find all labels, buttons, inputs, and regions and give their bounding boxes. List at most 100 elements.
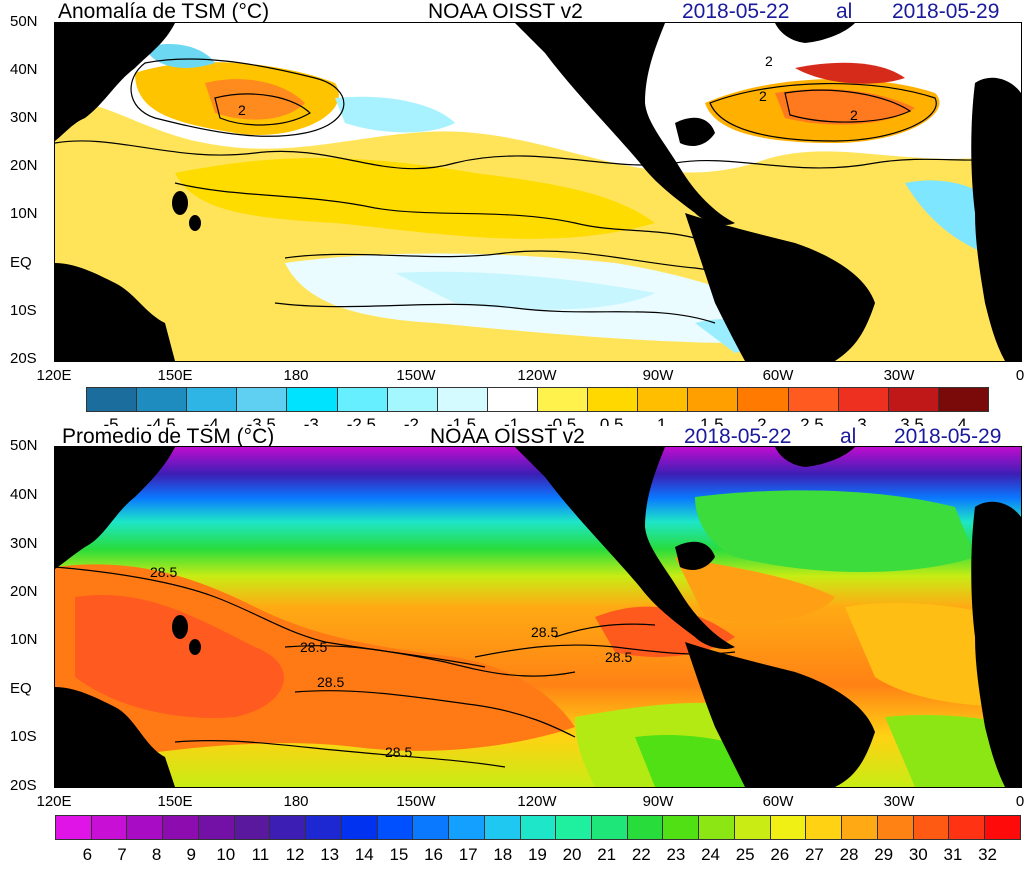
mean-colorbar-label: 32	[978, 845, 998, 864]
mean-lon-label: 60W	[762, 793, 794, 810]
anomaly-colorbar-swatch	[688, 388, 739, 411]
mean-colorbar-swatch	[627, 816, 664, 839]
mean-map: 28.5 28.5 28.5 28.5 28.5 28.5	[54, 446, 1022, 788]
mean-lon-label: 120W	[517, 793, 557, 810]
anomaly-colorbar-label: 1.5	[699, 415, 724, 426]
anomaly-contour-label: 2	[765, 53, 773, 69]
mean-colorbar-label: 22	[631, 845, 651, 864]
anomaly-colorbar-swatch	[287, 388, 338, 411]
mean-colorbar-label: 30	[908, 845, 928, 864]
mean-colorbar-swatch	[484, 816, 521, 839]
mean-colorbar-label: 7	[117, 845, 127, 864]
anomaly-colorbar-swatch	[738, 388, 789, 411]
mean-colorbar-label: 21	[597, 845, 617, 864]
anomaly-contour-label: 2	[850, 107, 858, 123]
anomaly-date-sep: al	[836, 0, 853, 23]
mean-colorbar-label: 25	[735, 845, 755, 864]
mean-dataset: NOAA OISST v2	[430, 425, 585, 448]
anomaly-lon-label: 120W	[517, 367, 557, 384]
mean-colorbar-label: 12	[285, 845, 305, 864]
mean-colorbar-label: 8	[151, 845, 162, 864]
anomaly-colorbar-swatch	[487, 388, 538, 411]
anomaly-lon-label: 150E	[157, 367, 193, 384]
mean-colorbar-swatch	[413, 816, 450, 839]
anomaly-colorbar-label: -4.5	[146, 415, 176, 426]
anomaly-colorbar-swatch	[938, 388, 988, 411]
anomaly-colorbar-label: -5	[103, 415, 119, 426]
mean-lat-label: 30N	[10, 535, 38, 552]
anomaly-colorbar-label: -3.5	[246, 415, 276, 426]
mean-colorbar-label: 11	[251, 845, 270, 864]
mean-colorbar-swatch	[234, 816, 271, 839]
mean-colorbar-swatch	[913, 816, 950, 839]
mean-colorbar-swatch	[449, 816, 485, 839]
anomaly-colorbar-label: -2	[403, 415, 419, 426]
anomaly-lon-label: 120E	[36, 367, 72, 384]
mean-colorbar-swatch	[198, 816, 235, 839]
mean-lon-label: 30W	[883, 793, 915, 810]
anomaly-colorbar-label: 4	[957, 415, 967, 426]
mean-colorbar-label: 20	[562, 845, 582, 864]
anomaly-dataset: NOAA OISST v2	[428, 0, 583, 23]
mean-colorbar-label: 10	[216, 845, 236, 864]
mean-colorbar-swatch	[949, 816, 986, 839]
anomaly-colorbar-labels: -5 -4.5 -4 -3.5 -3 -2.5 -2 -1.5 -1 -0.5 0.5 1 1.5 2 2.…	[86, 414, 987, 426]
mean-colorbar-label: 29	[874, 845, 894, 864]
mean-colorbar-label: 24	[701, 845, 721, 864]
anomaly-colorbar-label: -1	[503, 415, 520, 426]
anomaly-panel: Anomalía de TSM (°C) NOAA OISST v2 2018-…	[10, 0, 1025, 426]
mean-colorbar-swatch	[163, 816, 199, 839]
mean-panel: Promedio de TSM (°C) NOAA OISST v2 2018-…	[0, 425, 1033, 870]
mean-contour-label: 28.5	[531, 624, 558, 640]
anomaly-lon-label: 180	[283, 367, 309, 384]
anomaly-colorbar-swatch	[137, 388, 188, 411]
anomaly-colorbar-swatch	[87, 388, 138, 411]
anomaly-colorbar-swatch	[788, 388, 839, 411]
mean-colorbar-swatch	[520, 816, 557, 839]
mean-colorbar-label: 28	[839, 845, 859, 864]
mean-colorbar-label: 9	[186, 845, 196, 864]
mean-contour-label: 28.5	[605, 649, 632, 665]
mean-colorbar-label: 23	[666, 845, 686, 864]
mean-colorbar-label: 31	[943, 845, 963, 864]
mean-colorbar-label: 13	[320, 845, 340, 864]
anomaly-lat-label: 20S	[10, 350, 37, 367]
anomaly-colorbar-swatch	[838, 388, 889, 411]
mean-colorbar-swatch	[842, 816, 878, 839]
anomaly-colorbar-swatch	[437, 388, 488, 411]
mean-colorbar-label: 16	[424, 845, 444, 864]
anomaly-lat-label: 30N	[10, 109, 38, 126]
mean-colorbar-swatch	[341, 816, 378, 839]
mean-title: Promedio de TSM (°C)	[62, 425, 275, 448]
anomaly-title: Anomalía de TSM (°C)	[58, 0, 270, 23]
mean-lon-label: 150E	[157, 793, 193, 810]
anomaly-contour-label: 2	[238, 102, 246, 118]
mean-colorbar-swatch	[56, 816, 92, 839]
mean-lat-label: 20N	[10, 583, 38, 600]
mean-colorbar-swatch	[377, 816, 414, 839]
anomaly-lon-label: 0	[1015, 367, 1025, 384]
mean-lat-label: 10S	[10, 728, 37, 745]
mean-colorbar-swatch	[770, 816, 807, 839]
mean-lon-label: 180	[283, 793, 309, 810]
mean-colorbar-label: 17	[458, 845, 478, 864]
mean-colorbar-swatch	[734, 816, 771, 839]
anomaly-lat-label: EQ	[10, 254, 32, 271]
mean-contour-label: 28.5	[300, 639, 327, 655]
anomaly-lat-label: 20N	[10, 157, 38, 174]
mean-colorbar-swatch	[270, 816, 307, 839]
mean-lat-label: EQ	[10, 680, 32, 697]
anomaly-colorbar-label: -0.5	[546, 415, 577, 426]
mean-colorbar-swatch	[91, 816, 128, 839]
mean-lon-label: 120E	[36, 793, 72, 810]
mean-colorbar-label: 19	[527, 845, 547, 864]
mean-date-end: 2018-05-29	[894, 425, 1002, 448]
anomaly-colorbar-label: 0.5	[599, 415, 624, 426]
anomaly-colorbar-label: 2	[757, 415, 767, 426]
anomaly-colorbar	[86, 387, 989, 412]
mean-lat-label: 50N	[10, 437, 38, 454]
anomaly-date-start: 2018-05-22	[682, 0, 790, 23]
mean-colorbar-labels: 6 7 8 9 10 11 12 13 14 15 16 17 18 19 20 21 22 23 24 25 26 27…	[70, 845, 1005, 867]
anomaly-colorbar-swatch	[387, 388, 438, 411]
mean-contour-label: 28.5	[385, 744, 412, 760]
